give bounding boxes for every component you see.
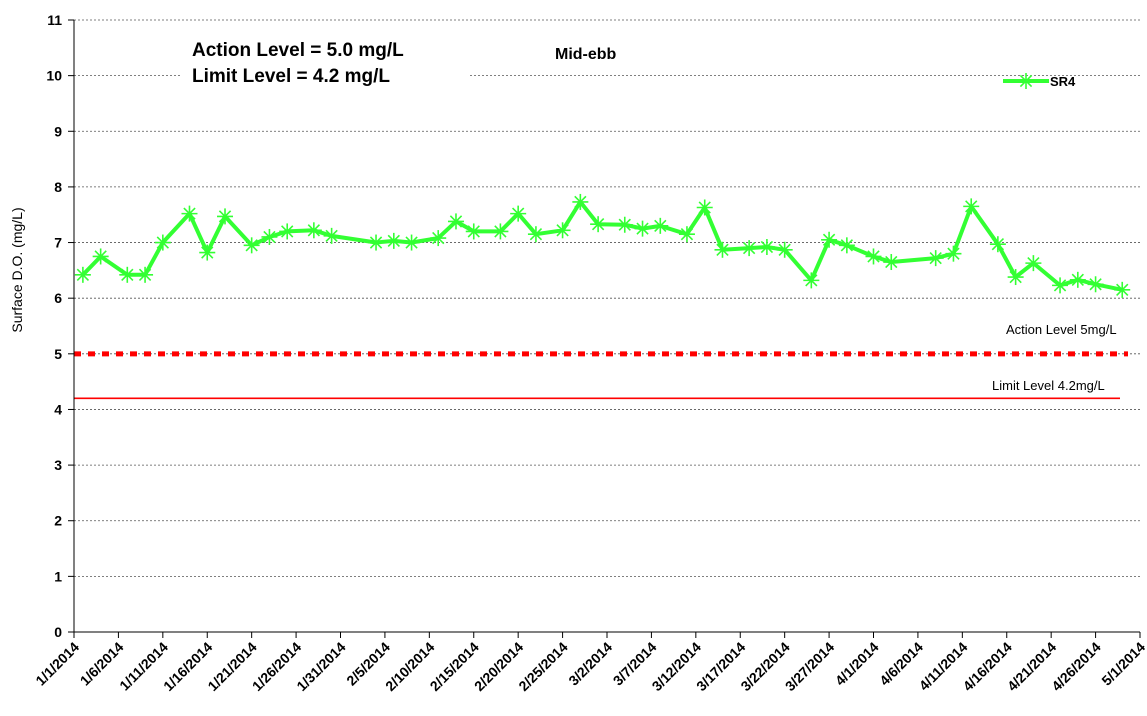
data-point	[865, 248, 882, 265]
data-point	[1007, 269, 1024, 286]
data-point	[74, 266, 91, 283]
x-tick-label: 5/1/2014	[1098, 639, 1147, 689]
data-point	[279, 223, 296, 240]
data-point	[714, 241, 731, 258]
data-point	[1087, 276, 1104, 293]
data-point	[776, 241, 793, 258]
series-layer	[74, 193, 1131, 298]
x-tick-label: 2/25/2014	[515, 639, 571, 695]
x-tick-label: 3/27/2014	[782, 639, 838, 695]
x-tick-label: 4/1/2014	[832, 639, 882, 689]
data-point	[430, 230, 447, 247]
data-point	[838, 237, 855, 254]
y-tick-label: 0	[54, 624, 62, 640]
tide-box	[508, 40, 928, 72]
data-point	[1069, 271, 1086, 288]
y-tick-label: 9	[54, 123, 62, 139]
data-point	[447, 213, 464, 230]
x-tick-label: 3/2/2014	[565, 639, 615, 689]
limit-line-label: Limit Level 4.2mg/L	[992, 378, 1105, 393]
data-point	[989, 236, 1006, 253]
y-tick-label: 11	[47, 12, 62, 28]
data-point	[119, 266, 136, 283]
action-level-annotation: Action Level = 5.0 mg/L	[192, 40, 404, 61]
data-point	[323, 227, 340, 244]
y-tick-label: 5	[54, 346, 62, 362]
y-tick-label: 2	[54, 513, 62, 529]
data-point	[616, 216, 633, 233]
data-point	[945, 245, 962, 262]
data-point	[572, 193, 589, 210]
y-tick-label: 4	[54, 401, 62, 417]
x-tick-label: 1/1/2014	[32, 639, 82, 689]
data-point	[883, 254, 900, 271]
x-tick-labels: 1/1/20141/6/20141/11/20141/16/20141/21/2…	[32, 632, 1147, 694]
legend: SR4	[1003, 73, 1076, 89]
data-point	[403, 234, 420, 251]
data-point	[181, 205, 198, 222]
series-line-sr4	[81, 199, 1123, 292]
data-point	[92, 248, 109, 265]
legend-marker-sr4	[1018, 73, 1034, 89]
y-tick-labels: 0 1 2 3 4 5 6 7 8 9 10 11	[46, 12, 74, 640]
data-point	[385, 232, 402, 249]
data-point	[199, 244, 216, 261]
data-point	[1114, 281, 1131, 298]
y-axis-label: Surface D.O. (mg/L)	[9, 207, 25, 332]
data-point	[465, 223, 482, 240]
data-point	[634, 220, 651, 237]
x-tick-label: 4/26/2014	[1048, 639, 1104, 695]
reference-lines	[74, 351, 1128, 400]
data-point	[678, 226, 695, 243]
data-point	[963, 198, 980, 215]
data-point	[305, 222, 322, 239]
data-point	[527, 226, 544, 243]
data-point	[741, 240, 758, 257]
data-point	[510, 205, 527, 222]
x-tick-label: 1/31/2014	[293, 639, 349, 695]
data-point	[590, 216, 607, 233]
data-point	[1052, 277, 1069, 294]
annotation-box	[180, 36, 470, 92]
data-point	[154, 234, 171, 251]
y-tick-label: 3	[54, 457, 62, 473]
gridlines	[74, 19, 1140, 577]
data-point	[243, 237, 260, 254]
legend-label-sr4: SR4	[1050, 74, 1076, 89]
data-point	[137, 266, 154, 283]
data-point	[821, 231, 838, 248]
y-tick-label: 8	[54, 179, 62, 195]
legend-marker-glyph	[1018, 73, 1034, 89]
action-line-label: Action Level 5mg/L	[1006, 322, 1117, 337]
data-point	[217, 208, 234, 225]
data-point	[368, 234, 385, 251]
y-tick-label: 7	[54, 235, 62, 251]
data-point	[261, 228, 278, 245]
limit-level-annotation: Limit Level = 4.2 mg/L	[192, 66, 390, 87]
y-tick-label: 6	[54, 290, 62, 306]
data-point	[803, 272, 820, 289]
data-point	[927, 250, 944, 267]
tide-annotation: Mid-ebb	[555, 46, 617, 63]
data-point	[492, 223, 509, 240]
data-point	[652, 217, 669, 234]
y-tick-label: 10	[46, 68, 62, 84]
data-point	[696, 199, 713, 216]
data-point	[554, 222, 571, 239]
y-tick-label: 1	[54, 568, 62, 584]
data-point	[1025, 255, 1042, 272]
data-point	[758, 238, 775, 255]
